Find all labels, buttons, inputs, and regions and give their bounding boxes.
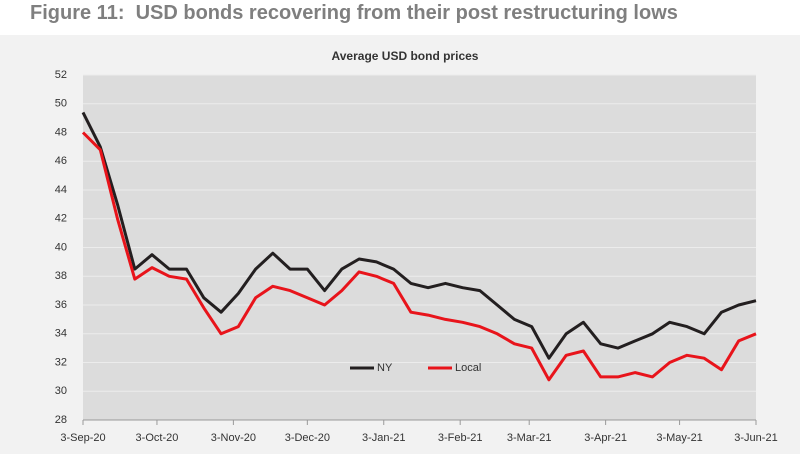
y-tick-label: 32 (55, 356, 67, 368)
y-tick-label: 50 (55, 98, 67, 110)
y-tick-label: 42 (55, 213, 67, 225)
chart-title: Average USD bond prices (332, 49, 479, 63)
x-tick-label: 3-Apr-21 (584, 432, 627, 444)
y-tick-label: 40 (55, 241, 67, 253)
x-tick-label: 3-Jun-21 (734, 432, 777, 444)
x-tick-label: 3-Sep-20 (60, 432, 105, 444)
y-tick-label: 48 (55, 126, 67, 138)
y-tick-label: 34 (55, 328, 67, 340)
line-series (81, 131, 757, 382)
x-tick-label: 3-May-21 (656, 432, 702, 444)
y-tick-label: 30 (55, 385, 67, 397)
x-tick-label: 3-Jan-21 (362, 432, 405, 444)
line-series (81, 111, 757, 360)
y-tick-label: 36 (55, 299, 67, 311)
legend-label: NY (377, 362, 393, 374)
x-tick-label: 3-Oct-20 (136, 432, 179, 444)
y-tick-label: 44 (55, 184, 67, 196)
y-tick-label: 46 (55, 155, 67, 167)
x-tick-label: 3-Mar-21 (507, 432, 552, 444)
y-tick-label: 28 (55, 414, 67, 426)
legend-label: Local (455, 362, 481, 374)
x-tick-label: 3-Nov-20 (211, 432, 256, 444)
figure-title: Figure 11: USD bonds recovering from the… (30, 2, 678, 24)
x-tick-label: 3-Dec-20 (285, 432, 330, 444)
y-tick-label: 38 (55, 270, 67, 282)
y-tick-label: 52 (55, 69, 67, 81)
x-tick-label: 3-Feb-21 (438, 432, 483, 444)
